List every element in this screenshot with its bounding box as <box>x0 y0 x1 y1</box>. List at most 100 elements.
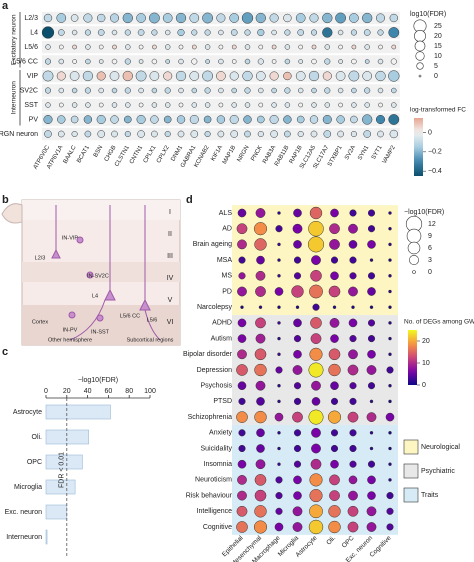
dot <box>311 255 321 266</box>
dot <box>204 130 211 138</box>
dot <box>218 58 224 65</box>
dot <box>277 399 281 404</box>
dot <box>293 491 302 500</box>
dot <box>124 29 131 36</box>
row-label: Schizophrenia <box>188 414 232 421</box>
dot <box>367 272 376 280</box>
dot <box>178 44 184 50</box>
dot <box>229 114 239 125</box>
dot <box>244 102 251 108</box>
dot <box>388 352 392 357</box>
dot <box>277 336 281 341</box>
group-legend-swatch <box>403 439 419 455</box>
dot <box>83 115 93 124</box>
dot <box>277 274 281 278</box>
diagram-label: Subcortical regions <box>127 337 174 343</box>
dot <box>269 71 279 81</box>
dot <box>336 115 345 124</box>
dot <box>255 286 266 297</box>
size-legend-dot <box>414 30 426 42</box>
dot <box>349 256 357 264</box>
dot <box>311 44 317 50</box>
dot <box>109 13 120 23</box>
dot <box>237 208 247 218</box>
dot <box>293 335 302 343</box>
dot <box>274 412 284 422</box>
dot <box>255 380 266 391</box>
dot <box>328 348 341 361</box>
dot <box>237 286 247 297</box>
dot <box>59 44 64 50</box>
row-label: Cognitive <box>203 524 232 531</box>
dot <box>348 223 358 234</box>
dot <box>231 87 237 94</box>
dot <box>309 284 323 299</box>
dot <box>277 352 281 357</box>
dot <box>386 366 394 374</box>
row-label: L2/3 <box>24 15 38 22</box>
dot <box>375 114 386 125</box>
dot <box>164 29 171 36</box>
group-legend-label: Traits <box>421 492 439 499</box>
dot <box>329 239 340 250</box>
dot <box>69 71 80 81</box>
dot <box>254 489 267 502</box>
dot <box>84 130 92 138</box>
x-tick-label: 40 <box>84 388 92 395</box>
dot <box>347 364 359 376</box>
dot <box>57 130 65 138</box>
dot <box>388 462 392 466</box>
dot <box>309 347 323 361</box>
dot <box>348 286 358 297</box>
bar <box>45 479 76 495</box>
dot <box>218 102 224 108</box>
dot <box>257 28 265 37</box>
dot <box>364 44 370 50</box>
dot <box>231 102 237 108</box>
dot <box>330 256 339 264</box>
row-label: PD <box>222 288 232 295</box>
dot <box>176 115 186 124</box>
dot <box>388 383 392 388</box>
dot <box>328 363 341 377</box>
dot <box>110 115 119 124</box>
dot <box>322 71 332 81</box>
dot <box>388 446 392 451</box>
dot <box>109 71 120 81</box>
dot <box>388 274 392 278</box>
y-tick-label: OPC <box>27 459 42 466</box>
dot <box>348 318 358 328</box>
dot <box>309 115 319 124</box>
dot <box>292 365 303 375</box>
row-label: Narcolepsy <box>197 304 233 311</box>
bar <box>45 529 48 545</box>
dot <box>337 87 344 94</box>
dot <box>298 102 303 108</box>
x-tick-label: MAP1B <box>222 145 237 166</box>
dot <box>231 59 237 64</box>
dot <box>43 13 53 23</box>
dot <box>254 410 267 424</box>
dot <box>311 102 317 108</box>
dot <box>236 223 248 235</box>
dot <box>293 382 302 390</box>
dot <box>136 114 146 125</box>
dot <box>98 102 104 108</box>
dot <box>216 115 226 124</box>
dot <box>149 71 160 81</box>
dot <box>151 58 158 65</box>
dot <box>324 87 331 94</box>
y-tick-label: Oli. <box>32 434 43 441</box>
dot <box>271 87 277 94</box>
dot <box>328 520 341 534</box>
dot <box>202 70 214 82</box>
dot <box>275 492 283 500</box>
dot <box>82 70 94 82</box>
dot <box>293 272 302 280</box>
dot <box>253 520 268 534</box>
dot <box>293 318 302 328</box>
dot <box>363 29 371 36</box>
diagram-label: IN-SST <box>91 329 110 335</box>
dot <box>283 71 292 81</box>
dot <box>292 522 303 532</box>
